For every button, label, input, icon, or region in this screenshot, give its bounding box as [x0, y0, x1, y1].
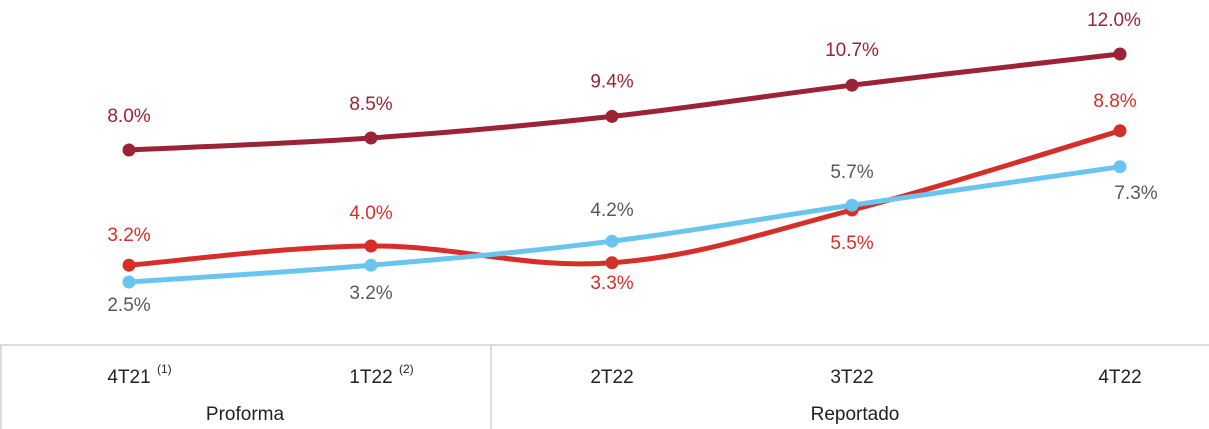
x-tick-label: 2T22 — [590, 367, 633, 388]
data-label: 3.2% — [107, 225, 150, 246]
data-label: 7.3% — [1114, 183, 1157, 204]
data-point — [364, 131, 378, 145]
data-point — [122, 143, 136, 157]
data-point — [1113, 160, 1127, 174]
data-point — [364, 239, 378, 253]
data-label: 4.2% — [590, 200, 633, 221]
data-label: 3.3% — [590, 273, 633, 294]
data-point — [364, 258, 378, 272]
data-label: 3.2% — [349, 283, 392, 304]
data-point — [1113, 47, 1127, 61]
data-label: 5.7% — [830, 162, 873, 183]
data-label: 12.0% — [1087, 10, 1141, 31]
data-point — [605, 234, 619, 248]
data-point — [605, 256, 619, 270]
data-label: 8.8% — [1093, 91, 1136, 112]
series-line — [126, 128, 1123, 268]
group-label: Proforma — [206, 404, 285, 425]
data-label: 10.7% — [825, 40, 879, 61]
data-point — [845, 198, 859, 212]
data-point — [122, 258, 136, 272]
data-label: 8.0% — [107, 106, 150, 127]
x-tick-label: 1T22 — [349, 367, 392, 388]
category-note: (1) — [157, 362, 172, 376]
data-label: 2.5% — [107, 295, 150, 316]
data-label: 9.4% — [590, 71, 633, 92]
data-label: 4.0% — [349, 203, 392, 224]
series-line — [126, 51, 1123, 153]
group-label: Reportado — [811, 404, 900, 425]
data-point — [122, 275, 136, 289]
x-tick-label: 4T22 — [1098, 367, 1141, 388]
data-label: 8.5% — [349, 94, 392, 115]
x-tick-label: 4T21 — [107, 367, 150, 388]
category-note: (2) — [399, 362, 414, 376]
data-label: 5.5% — [830, 233, 873, 254]
x-tick-label: 3T22 — [830, 367, 873, 388]
data-point — [605, 109, 619, 123]
series-line — [126, 164, 1123, 285]
data-point — [1113, 124, 1127, 138]
data-point — [845, 78, 859, 92]
